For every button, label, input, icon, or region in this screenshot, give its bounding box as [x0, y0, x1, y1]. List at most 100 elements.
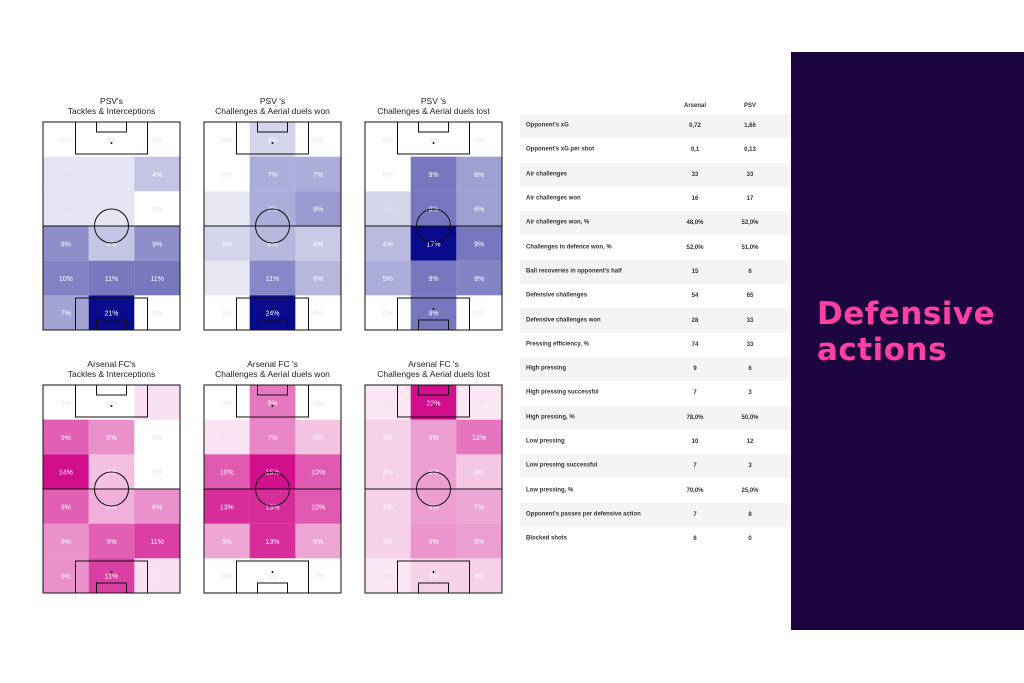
stat-label: Opponent's xG — [526, 122, 569, 129]
heatmap-cell — [456, 226, 502, 261]
heatmap-cell-label: 11% — [150, 276, 164, 283]
heatmap-cell-label: 7% — [313, 172, 323, 179]
pitch-title-line: Challenges & Aerial duels won — [215, 369, 330, 379]
heatmap-cell-label: 0% — [152, 311, 162, 318]
six-yard-box-bottom — [96, 582, 127, 594]
heatmap-cell — [295, 454, 341, 489]
stat-value-arsenal: 7 — [693, 463, 697, 470]
heatmap-cell-label: 0% — [222, 574, 232, 581]
heatmap-cell-label: 0% — [106, 400, 116, 407]
heatmap-cell — [43, 558, 89, 593]
heatmap-cell-label: 0% — [222, 172, 232, 179]
heatmap-cell-label: 4% — [152, 172, 162, 179]
heatmap-cell-label: 8% — [474, 276, 484, 283]
pitch-title: Arsenal FC 's Challenges & Aerial duels l… — [359, 359, 509, 379]
heatmap-cell — [43, 156, 89, 192]
heatmap-cell-label: 9% — [61, 241, 71, 248]
pitch-title-line: Challenges & Aerial duels won — [215, 106, 330, 116]
stat-value-psv: 1,66 — [744, 123, 756, 130]
heatmap-cell-label: 7% — [474, 504, 484, 511]
heatmap-cell-label: 0% — [313, 137, 323, 144]
heatmap-cell-label: 9% — [474, 241, 484, 248]
heatmap-cell-label: 0% — [383, 137, 393, 144]
stat-label: Low pressing successful — [526, 462, 598, 469]
stat-value-psv: 52,0% — [741, 220, 759, 227]
stats-row: High pressing 9 6 — [520, 356, 790, 382]
heatmap-cell — [249, 419, 296, 455]
heatmap-cell — [295, 156, 341, 192]
stat-label: Challenges in defence won, % — [526, 244, 612, 251]
heatmap-cell-label: 0% — [152, 470, 162, 477]
heatmap-cell-label: 13% — [265, 539, 279, 546]
stats-row: Air challenges won, % 48,0% 52,0% — [520, 211, 790, 236]
heatmap-cell-label: 11% — [150, 539, 164, 546]
heatmap-cell — [456, 454, 502, 489]
stat-value-arsenal: 54 — [691, 293, 699, 300]
heatmap-cell-label: 9% — [428, 311, 438, 318]
heatmap-cell — [456, 558, 502, 593]
heatmap-cell-label: 0% — [61, 137, 71, 144]
six-yard-box-bottom — [418, 582, 449, 594]
heatmap-cell-label: 3% — [267, 137, 277, 144]
heatmap-cell — [295, 489, 341, 524]
pitch-heatmap-0: 0% 0% 0% 1% 1% 4% 1% 1% 0% 9% 4% 9% 10% 11% 11% 7% 21% 0% — [42, 121, 181, 331]
stats-header: Arsenal PSV — [520, 100, 790, 114]
heatmap-cell — [204, 523, 250, 559]
stat-value-psv: 17 — [746, 196, 754, 203]
heatmap-cell — [365, 260, 411, 296]
heatmap-cell — [43, 295, 89, 330]
heatmap-cell-label: 10% — [220, 470, 234, 477]
pitch-title-line: PSV 's — [259, 96, 286, 106]
pitch-heatmap-5: 1% 22% 1% 3% 8% 12% 3% 8% 4% 3% 8% 7% 3% 9% 8% 1% 3% 3% — [364, 384, 503, 594]
heatmap-cell — [88, 156, 135, 192]
heatmap-cell — [295, 260, 341, 296]
penalty-spot-bottom — [432, 571, 435, 573]
heatmap-cell-label: 13% — [220, 504, 234, 511]
heatmap-cell-label: 3% — [383, 435, 393, 442]
stat-value-arsenal: 15 — [691, 268, 699, 275]
stats-row: Low pressing, % 70,0% 25,0% — [520, 478, 790, 502]
heatmap-cell — [456, 489, 502, 524]
heatmap-cell — [456, 419, 502, 455]
pitch-title-line: PSV 's — [420, 96, 447, 106]
heatmap-cell — [410, 523, 457, 559]
pitch-title-line: PSV's — [100, 96, 123, 106]
heatmap-cell-label: 7% — [61, 311, 71, 318]
stats-row: Opponent's xG per shot 0,1 0,13 — [520, 138, 790, 162]
stat-label: Defensive challenges won — [526, 317, 601, 324]
stat-label: Pressing efficiency, % — [526, 341, 589, 348]
heatmap-cell-label: 9% — [61, 435, 71, 442]
penalty-spot-top — [110, 405, 113, 407]
heatmap-cell-label: 9% — [428, 172, 438, 179]
heatmap-cell-label: 1% — [61, 172, 71, 179]
heatmap-cell — [295, 523, 341, 559]
heatmap-cell-label: 9% — [428, 207, 438, 214]
heatmap-cell-label: 0% — [428, 137, 438, 144]
pitch-heatmap-2: 0% 0% 0% 0% 9% 6% 2% 9% 6% 4% 17% 9% 5% 9% 8% 0% 9% 0% — [364, 121, 503, 331]
side-panel: Defensive actions — [791, 52, 1024, 630]
stats-row: Blocked shots 6 0 — [520, 527, 790, 551]
heatmap-cell — [204, 489, 250, 524]
pitch-title-line: Challenges & Aerial duels lost — [377, 106, 490, 116]
heatmap-cell — [43, 260, 89, 296]
heatmap-cell — [88, 523, 135, 559]
heatmap-cell-label: 11% — [105, 574, 119, 581]
stats-row: Challenges in defence won, % 52,0% 51,0% — [520, 235, 790, 259]
heatmap-cell-label: 3% — [428, 574, 438, 581]
pitch-title-line: Arsenal FC 's — [247, 359, 298, 369]
pitch-heatmap-4: 0% 8% 0% 1% 7% 3% 10% 15% 10% 13% 13% 10% 5% 13% 5% 0% 0… — [203, 384, 342, 594]
heatmap-cell-label: 2% — [383, 207, 393, 214]
stat-value-psv: 65 — [746, 293, 754, 300]
stat-value-psv: 51,0% — [741, 244, 759, 251]
stats-col-arsenal: Arsenal — [683, 103, 706, 109]
heatmap-cell-label: 7% — [267, 172, 277, 179]
penalty-spot-top — [271, 142, 274, 144]
heatmap-cell — [365, 558, 411, 593]
pitch-title: Arsenal FC's Tackles & Interceptions — [37, 359, 187, 379]
heatmap-cell — [134, 385, 180, 420]
centre-circle — [416, 471, 451, 507]
stat-label: Ball recoveries in opponent's half — [526, 268, 622, 275]
heatmap-cell-label: 3% — [474, 574, 484, 581]
stats-row: Defensive challenges 54 65 — [520, 284, 790, 308]
penalty-spot-bottom — [271, 571, 274, 573]
